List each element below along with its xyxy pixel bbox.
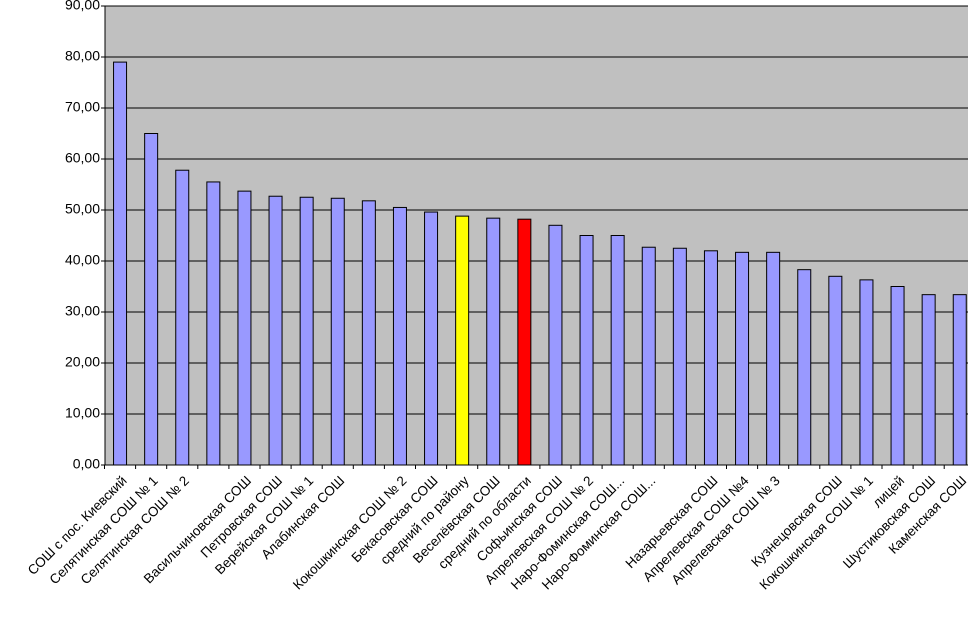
bar [330,197,345,466]
y-tick-label: 80,00 [65,48,100,64]
bar [735,251,750,466]
bar [952,294,967,466]
y-tick-label: 20,00 [65,354,100,370]
bar [361,200,376,466]
y-tick-label: 70,00 [65,99,100,115]
bar [175,169,190,466]
bar [144,133,159,466]
bar [237,190,252,466]
bar [517,218,532,466]
bar [890,286,905,466]
y-tick-label: 60,00 [65,150,100,166]
bar [424,211,439,466]
y-tick-label: 0,00 [73,456,100,472]
bar [486,217,501,466]
bar [703,250,718,466]
bar [641,246,656,466]
bar [859,279,874,466]
bar [797,269,812,466]
bar [672,247,687,466]
bar [392,206,407,466]
bar [766,251,781,466]
bar [828,275,843,466]
y-tick-label: 10,00 [65,405,100,421]
bar [113,61,128,466]
y-tick-label: 90,00 [65,0,100,13]
bar [299,196,314,466]
bar [921,294,936,466]
y-tick-label: 40,00 [65,252,100,268]
bar [206,181,221,466]
bar [579,235,594,466]
y-tick-label: 50,00 [65,201,100,217]
bar [548,224,563,466]
bar [455,215,470,466]
bar [268,195,283,466]
bar [610,235,625,466]
y-tick-label: 30,00 [65,303,100,319]
